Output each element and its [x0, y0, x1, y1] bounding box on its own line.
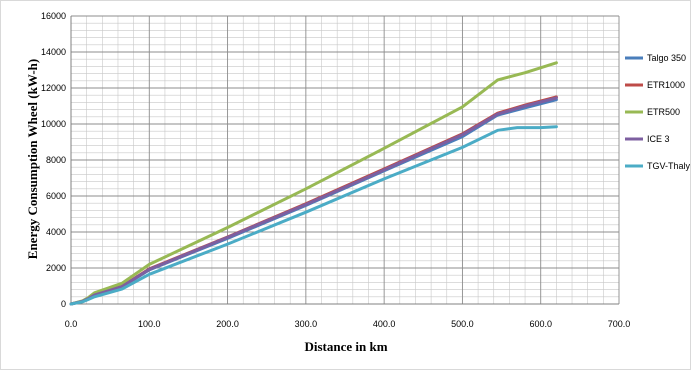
legend-label-5: TGV-Thalys: [647, 161, 690, 171]
tick-labels: 0 2000 4000 6000 8000 10000 12000 14000 16000 0.0…: [41, 11, 630, 329]
x-tick-label: 700.0: [608, 319, 631, 329]
axes: [70, 16, 619, 305]
y-tick-label: 14000: [41, 47, 66, 57]
y-tick-label: 0: [61, 299, 66, 309]
legend-label-4: ICE 3: [647, 134, 670, 144]
legend-label-1: Talgo 350: [647, 53, 686, 63]
y-tick-label: 10000: [41, 119, 66, 129]
y-axis-title: Energy Consumption Wheel (kW-h): [25, 59, 40, 259]
x-tick-label: 400.0: [373, 319, 396, 329]
y-tick-label: 6000: [46, 191, 66, 201]
x-axis-title: Distance in km: [304, 339, 387, 354]
x-tick-label: 600.0: [529, 319, 552, 329]
legend: Talgo 350 ETR1000 ETR500 ICE 3 TGV-Thalys: [625, 53, 690, 171]
y-tick-label: 2000: [46, 263, 66, 273]
series-line-4: [69, 96, 558, 306]
y-tick-label: 8000: [46, 155, 66, 165]
series-lines: [69, 61, 558, 306]
y-tick-label: 16000: [41, 11, 66, 21]
series-line-5: [69, 125, 558, 306]
legend-label-3: ETR500: [647, 107, 680, 117]
grid: [70, 15, 620, 305]
y-tick-label: 12000: [41, 83, 66, 93]
x-tick-label: 100.0: [138, 319, 161, 329]
x-tick-label: 500.0: [451, 319, 474, 329]
y-tick-label: 4000: [46, 227, 66, 237]
legend-label-2: ETR1000: [647, 80, 685, 90]
x-tick-label: 300.0: [295, 319, 318, 329]
x-tick-label: 200.0: [216, 319, 239, 329]
x-tick-label: 0.0: [65, 319, 78, 329]
